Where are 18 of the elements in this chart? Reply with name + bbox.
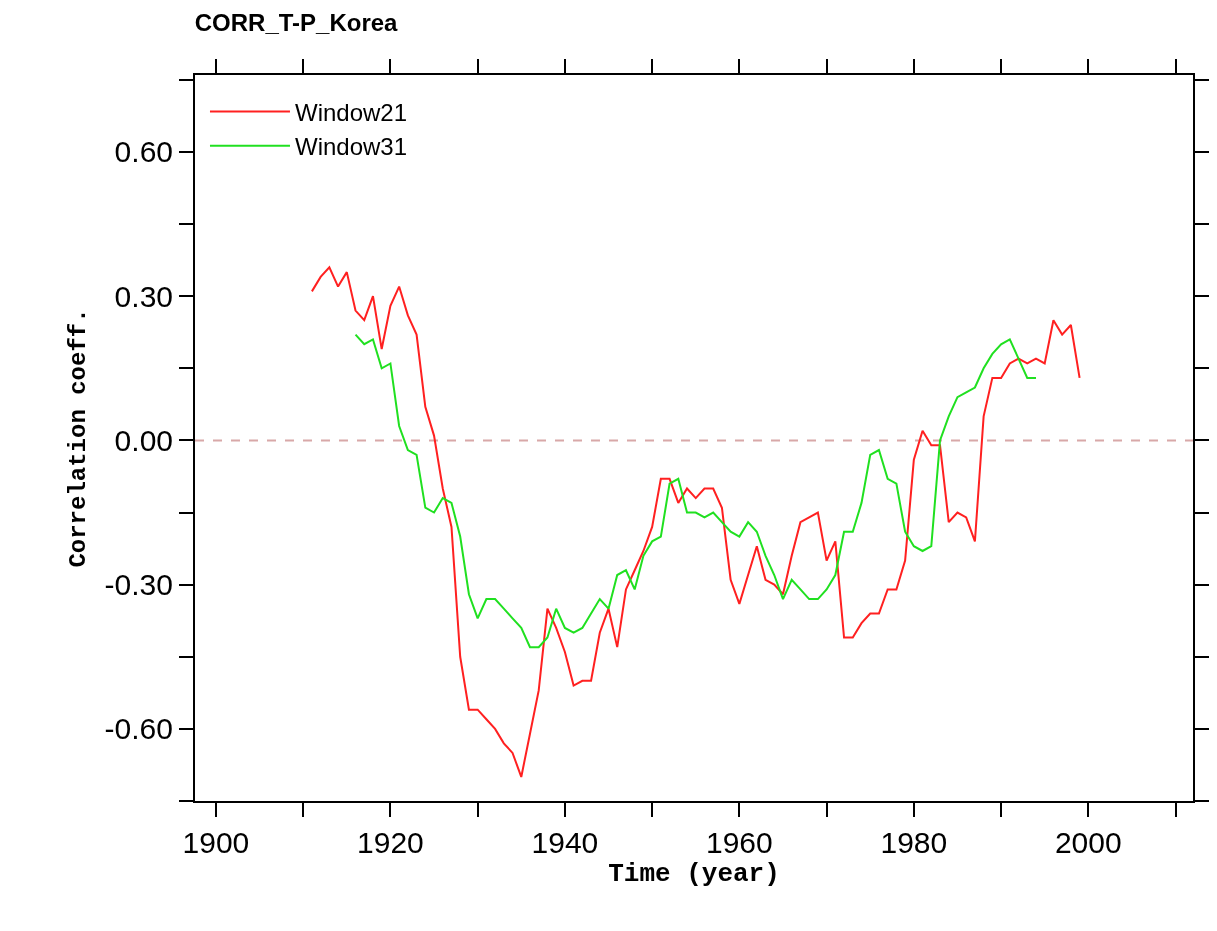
x-axis-title: Time (year) [608,859,780,889]
y-tick-label: 0.30 [114,279,173,313]
y-tick-label: -0.60 [104,712,173,746]
y-axis-title: Correlation coeff. [65,308,93,568]
chart-title: CORR_T-P_Korea [194,8,399,36]
line-series [354,333,1037,649]
y-tick-label: -0.30 [104,568,173,602]
legend-label: Window21 [294,98,408,126]
x-tick-label: 1960 [705,826,773,859]
y-tick-label: 0.60 [114,135,173,169]
y-tick-label: 0.00 [114,423,173,457]
line-series [310,266,1081,778]
x-tick-label: 1980 [880,826,948,859]
legend-label: Window31 [294,133,408,161]
x-tick-label: 2000 [1054,826,1122,859]
x-tick-label: 1900 [182,826,250,859]
x-tick-label: 1920 [357,826,424,859]
x-tick-label: 1940 [531,826,599,859]
